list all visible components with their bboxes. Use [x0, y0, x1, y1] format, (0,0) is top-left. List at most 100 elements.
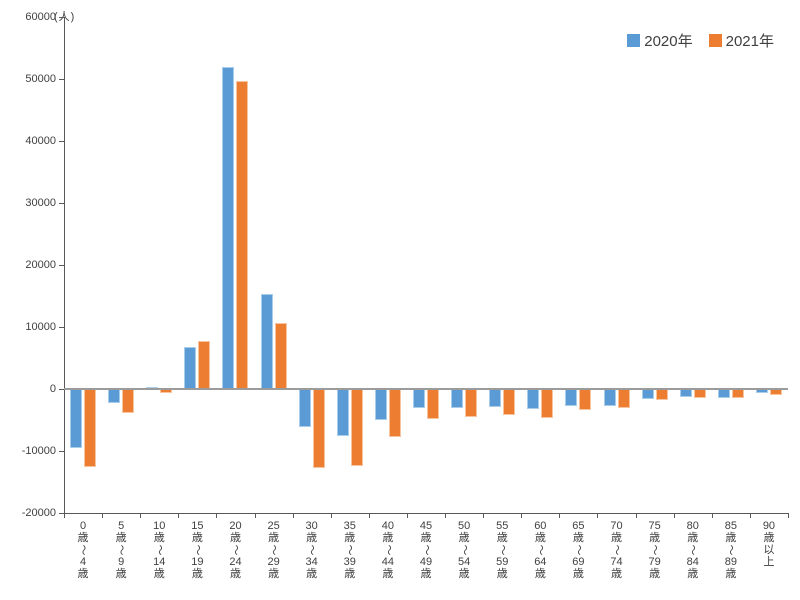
y-tick-label: 50000 [25, 73, 56, 85]
x-tick-mark [636, 513, 637, 518]
x-category-label-char: 64 [534, 556, 547, 568]
x-category-label-char: 歳 [115, 568, 127, 580]
x-category-label-char: 歳 [229, 532, 241, 544]
x-category-label-char: 歳 [344, 568, 356, 580]
x-category-label-char: 44 [381, 556, 395, 568]
bar-2021年-20歳〜24歳 [236, 81, 248, 389]
legend: 2020年 2021年 [627, 30, 774, 51]
x-category-label-char: 70 [610, 520, 623, 532]
y-tick-label: -10000 [21, 445, 56, 457]
x-category-label-char: 〜 [305, 544, 318, 556]
y-tick-mark [59, 203, 64, 204]
x-category-label: 35 歳〜 39 歳 [344, 520, 356, 580]
bar-2021年-15歳〜19歳 [198, 341, 210, 389]
x-category-label: 0 歳〜 4 歳 [77, 520, 90, 580]
x-category-label: 40 歳〜 44 歳 [382, 520, 394, 580]
x-category-label-char: 〜 [77, 544, 90, 556]
y-tick-mark [59, 513, 64, 514]
x-tick-mark [140, 513, 141, 518]
x-category-label: 50 歳〜 54 歳 [458, 520, 470, 580]
bar-2021年-40歳〜44歳 [389, 389, 401, 437]
x-tick-mark [521, 513, 522, 518]
bar-2021年-25歳〜29歳 [275, 323, 287, 389]
x-category-label-char: 30 [305, 520, 318, 532]
bar-2020年-55歳〜59歳 [489, 389, 501, 407]
x-category-label-char: 〜 [724, 544, 737, 556]
x-category-label-char: 歳 [687, 532, 699, 544]
x-tick-mark [674, 513, 675, 518]
bar-2020年-80歳〜84歳 [680, 389, 692, 397]
x-category-label-char: 歳 [687, 568, 699, 580]
x-category-label-char: 〜 [229, 544, 242, 556]
x-category-label-char: 40 [381, 520, 395, 532]
x-category-label-char: 歳 [496, 568, 508, 580]
x-category-label-char: 〜 [686, 544, 699, 556]
zero-axis-line [64, 388, 788, 390]
x-category-label-char: 45 [419, 520, 433, 532]
x-category-label: 25 歳〜 29 歳 [267, 520, 279, 580]
x-category-label-char: 24 [229, 556, 242, 568]
bar-2020年-45歳〜49歳 [413, 389, 425, 408]
bar-2020年-65歳〜69歳 [565, 389, 577, 406]
x-category-label-char: 歳 [115, 532, 127, 544]
x-category-label-char: 歳 [534, 568, 546, 580]
x-category-label-char: 49 [419, 556, 433, 568]
x-category-label-char: 〜 [343, 544, 356, 556]
x-category-label-char: 39 [343, 556, 356, 568]
x-category-label-char: 59 [496, 556, 509, 568]
x-category-label-char: 55 [496, 520, 509, 532]
x-category-label-char: 14 [153, 556, 166, 568]
x-category-label-char: 歳 [268, 532, 280, 544]
x-category-label: 65 歳〜 69 歳 [572, 520, 584, 580]
x-category-label-char: 〜 [420, 544, 432, 556]
x-category-label: 10 歳〜 14 歳 [153, 520, 165, 580]
x-category-label-char: 歳 [458, 568, 470, 580]
x-category-label: 90 歳以上 [763, 520, 775, 568]
x-category-label-char: 歳 [611, 568, 623, 580]
x-category-label-char: 歳 [496, 532, 508, 544]
x-category-label-char: 5 [118, 520, 125, 532]
x-tick-mark [597, 513, 598, 518]
x-category-label-char: 60 [534, 520, 547, 532]
x-category-label-char: 歳 [268, 568, 280, 580]
bar-2021年-65歳〜69歳 [579, 389, 591, 410]
x-category-label-char: 0 [79, 520, 87, 532]
bar-2021年-5歳〜9歳 [122, 389, 134, 413]
bar-2021年-85歳〜89歳 [732, 389, 744, 398]
x-category-label-char: 35 [343, 520, 356, 532]
x-tick-mark [407, 513, 408, 518]
legend-label-2021: 2021年 [725, 33, 774, 50]
x-category-label-char: 〜 [153, 544, 166, 556]
x-category-label-char: 4 [79, 556, 87, 568]
x-category-label-char: 〜 [267, 544, 280, 556]
x-category-label: 55 歳〜 59 歳 [496, 520, 508, 580]
x-category-label-char: 19 [191, 556, 204, 568]
y-tick-mark [59, 389, 64, 390]
bar-2020年-75歳〜79歳 [642, 389, 654, 399]
x-category-label-char: 歳 [763, 532, 775, 544]
x-tick-mark [788, 513, 789, 518]
y-tick-label: 40000 [25, 135, 56, 147]
x-category-label: 75 歳〜 79 歳 [649, 520, 661, 580]
y-tick-mark [59, 17, 64, 18]
x-category-label: 15 歳〜 19 歳 [191, 520, 203, 580]
legend-label-2020: 2020年 [644, 33, 693, 50]
x-category-label-char: 75 [648, 520, 661, 532]
x-category-label-char: 9 [118, 556, 125, 568]
x-category-label-char: 84 [686, 556, 699, 568]
x-tick-mark [483, 513, 484, 518]
y-tick-label: -20000 [21, 507, 56, 519]
x-category-label: 45 歳〜 49 歳 [420, 520, 432, 580]
x-category-label: 80 歳〜 84 歳 [687, 520, 699, 580]
x-tick-mark [293, 513, 294, 518]
bar-2021年-35歳〜39歳 [351, 389, 363, 466]
bar-2020年-35歳〜39歳 [337, 389, 349, 436]
x-category-label-char: 15 [191, 520, 204, 532]
x-category-label-char: 65 [572, 520, 585, 532]
x-category-label: 70 歳〜 74 歳 [610, 520, 622, 580]
x-category-label-char: 以 [763, 544, 775, 556]
x-category-label-char: 歳 [191, 568, 203, 580]
x-category-label-char: 歳 [534, 532, 546, 544]
x-tick-mark [178, 513, 179, 518]
x-category-label-char: 25 [267, 520, 280, 532]
